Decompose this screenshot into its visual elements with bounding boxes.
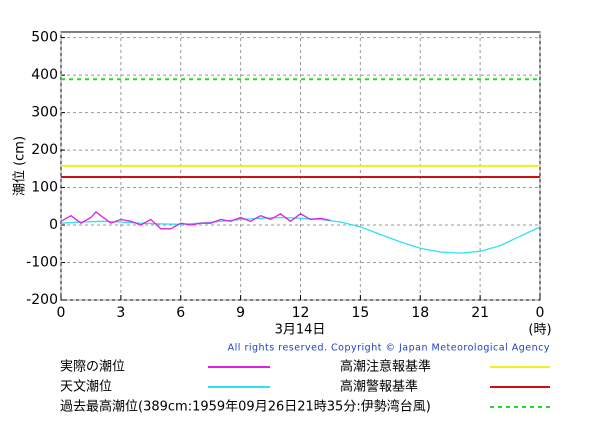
y-tick-label: 0 (49, 217, 58, 233)
x-tick-label: 0 (536, 305, 545, 321)
x-tick-label: 21 (471, 305, 489, 321)
x-tick-label: 3 (116, 305, 125, 321)
y-tick-label: 100 (31, 180, 58, 196)
y-tick-label: 500 (31, 30, 58, 46)
y-tick-label: -200 (26, 292, 58, 308)
copyright: All rights reserved. Copyright © Japan M… (228, 343, 550, 354)
legend-label: 高潮警報基準 (340, 379, 418, 395)
x-tick-label: 0 (57, 305, 66, 321)
y-axis-label: 潮位 (cm) (13, 136, 28, 196)
x-tick-label: 6 (176, 305, 185, 321)
y-tick-label: -100 (26, 255, 58, 271)
legend-label: 天文潮位 (60, 380, 112, 395)
y-tick-label: 300 (31, 105, 58, 121)
legend-label: 実際の潮位 (60, 359, 125, 375)
y-tick-label: 400 (31, 67, 58, 83)
y-tick-label: 200 (31, 142, 58, 158)
legend-label: 高潮注意報基準 (340, 359, 431, 375)
x-tick-label: 18 (411, 305, 429, 321)
x-tick-label: 9 (236, 305, 245, 321)
x-tick-label: 12 (292, 305, 310, 321)
x-axis-label: 3月14日 (275, 323, 326, 338)
series-line (60, 211, 331, 230)
x-tick-label: 15 (351, 305, 369, 321)
x-axis-unit: (時) (528, 323, 551, 338)
legend-label: 過去最高潮位(389cm:1959年09月26日21時35分:伊勢湾台風) (60, 399, 431, 415)
series-line (60, 216, 541, 254)
